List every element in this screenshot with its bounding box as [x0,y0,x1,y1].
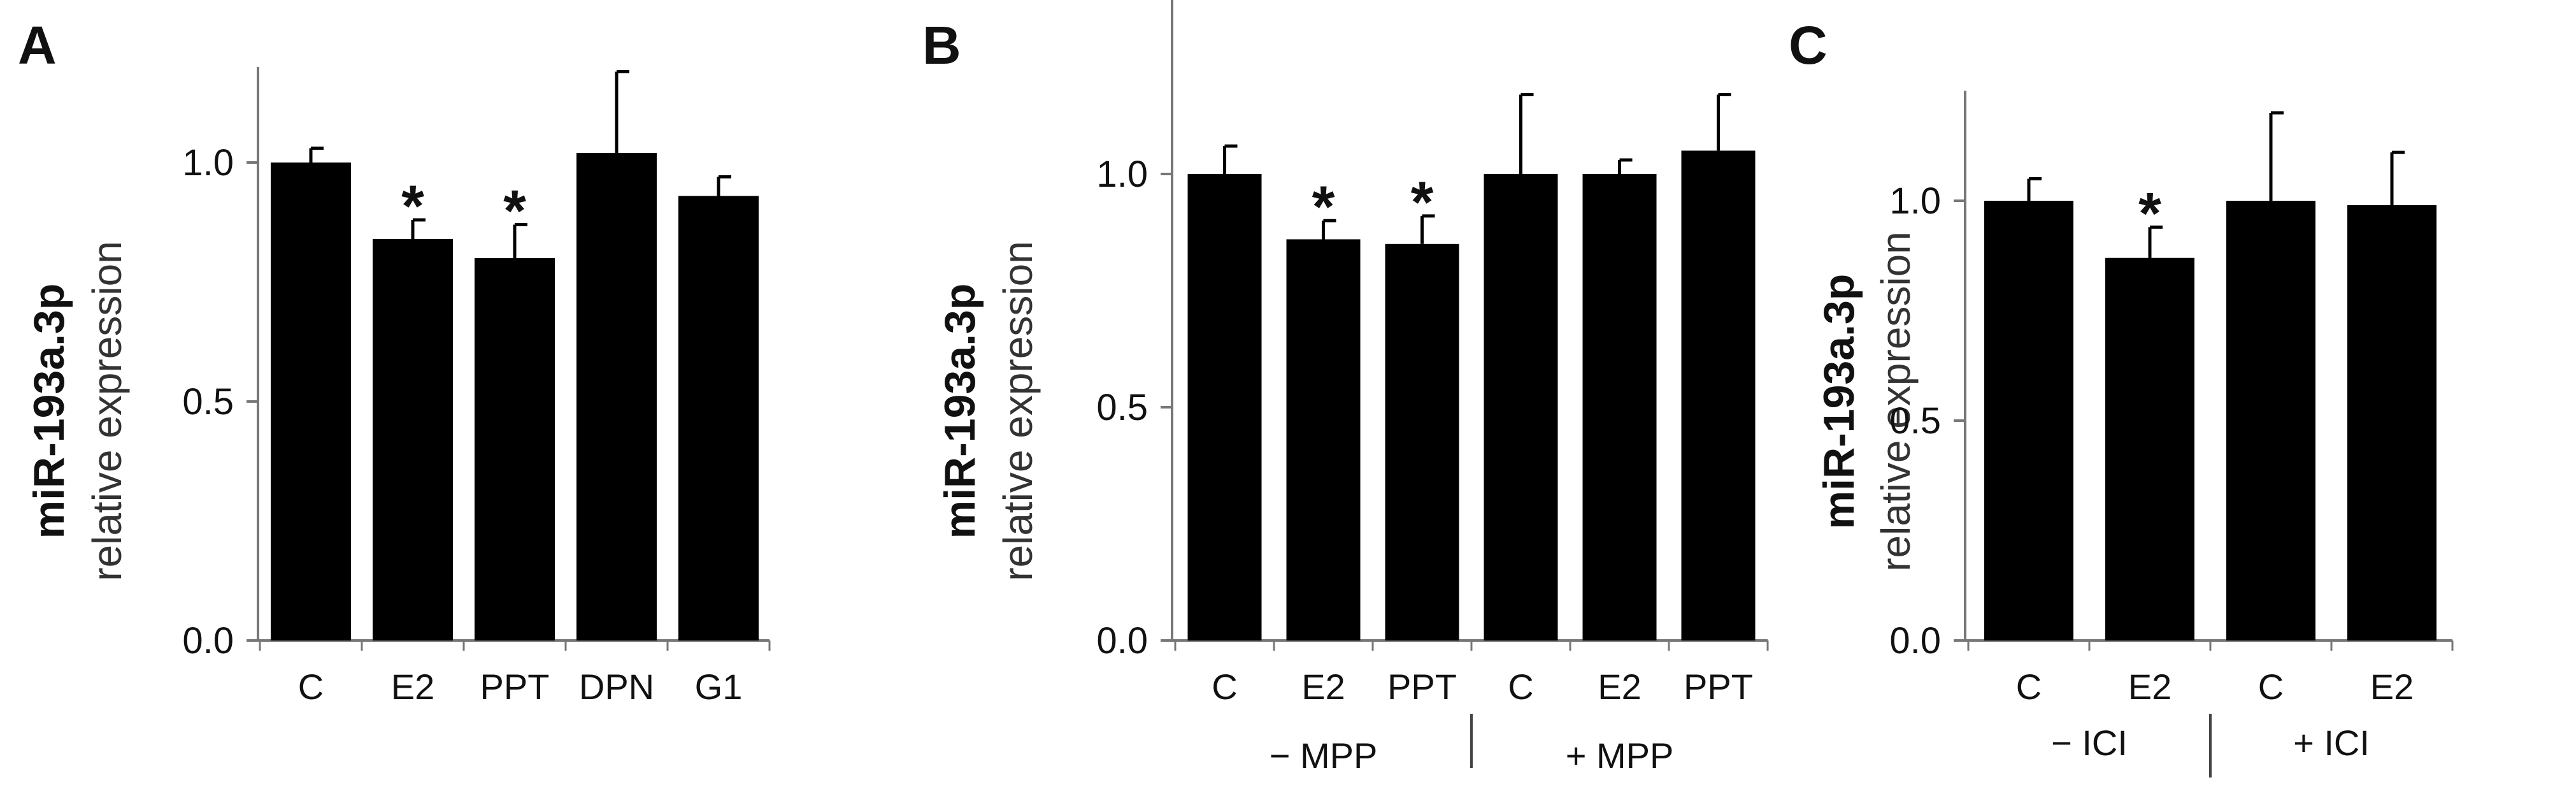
bar-b-4 [1484,174,1558,640]
group-label-c-1: − ICI [2051,723,2128,763]
x-category-label-c: E2 [2128,667,2172,707]
y-axis-title-c-line2: relative expression [1873,231,1919,572]
significance-star-c-2: * [2138,181,2161,246]
y-tick-label-b: 0.5 [1096,387,1148,428]
y-axis-title-a-line1: miR-193a.3p [25,284,73,539]
panel-c: C miR-193a.3p relative expression 0.0 0.5… [1789,15,2454,778]
bar-c-3 [2226,201,2315,640]
y-tick-label-c: 1.0 [1889,180,1941,222]
bar-b-2 [1286,239,1361,641]
plot-area-c: 0.00.51.0C*E2 C E2− ICI + ICI [1889,90,2454,778]
significance-star-b-2: * [1312,175,1335,240]
x-category-label-a: G1 [695,667,743,707]
bar-a-3 [475,258,555,640]
plot-area-a: 0.0 0.5 1.0 C * E2 * PPT DPN G1 [182,67,771,707]
x-category-label-a: DPN [579,667,654,707]
y-axis-title-c-line1: miR-193a.3p [1815,274,1863,530]
bar-c-2 [2105,257,2194,640]
panel-letter-b: B [922,15,961,75]
significance-star-a-2: * [401,174,424,239]
x-category-label-c: C [2258,667,2284,707]
y-tick-label-c: 0.0 [1889,620,1941,662]
bar-a-2 [373,239,453,640]
group-label-c-2: + ICI [2293,723,2370,763]
x-category-label-b: C [1212,667,1237,707]
y-tick-label-b: 0.0 [1096,620,1148,662]
significance-star-a-3: * [503,179,526,244]
x-category-label-b: PPT [1387,667,1457,707]
y-tick-label-b: 1.0 [1096,154,1148,195]
panel-letter-c: C [1789,15,1828,75]
panel-letter-a: A [18,15,57,75]
bar-a-1 [271,163,351,640]
y-axis-title-b-line1: miR-193a.3p [936,284,984,539]
bar-b-3 [1385,243,1459,640]
x-category-label-c: C [2016,667,2042,707]
y-axis-title-b-line2: relative expression [995,241,1041,581]
bar-b-6 [1681,150,1756,640]
y-tick-label-a: 0.5 [182,381,234,423]
group-label-b-2: + MPP [1566,735,1674,776]
y-axis-title-a-line2: relative expression [84,241,130,581]
x-category-label-b: PPT [1684,667,1753,707]
significance-star-b-3: * [1411,170,1434,235]
bar-b-5 [1582,174,1657,640]
x-category-label-b: C [1508,667,1533,707]
panel-b: B miR-193a.3p relative expression 0.0 0.5… [922,0,1769,776]
x-category-label-a: C [298,667,324,707]
x-category-label-c: E2 [2370,667,2414,707]
y-tick-label-a: 0.0 [182,620,234,662]
x-category-label-a: E2 [391,667,435,707]
x-category-label-b: E2 [1598,667,1642,707]
bar-c-4 [2347,205,2436,640]
bar-c-1 [1984,201,2073,640]
panel-a: A miR-193a.3p relative expression 0.0 0.5… [18,15,771,707]
bar-a-5 [678,196,759,640]
x-category-label-a: PPT [480,667,550,707]
x-category-label-b: E2 [1301,667,1345,707]
bar-b-1 [1187,174,1262,640]
y-tick-label-a: 1.0 [182,142,234,184]
group-label-b-1: − MPP [1270,735,1378,776]
bar-a-4 [576,153,657,640]
y-tick-label-c: 0.5 [1889,400,1941,442]
